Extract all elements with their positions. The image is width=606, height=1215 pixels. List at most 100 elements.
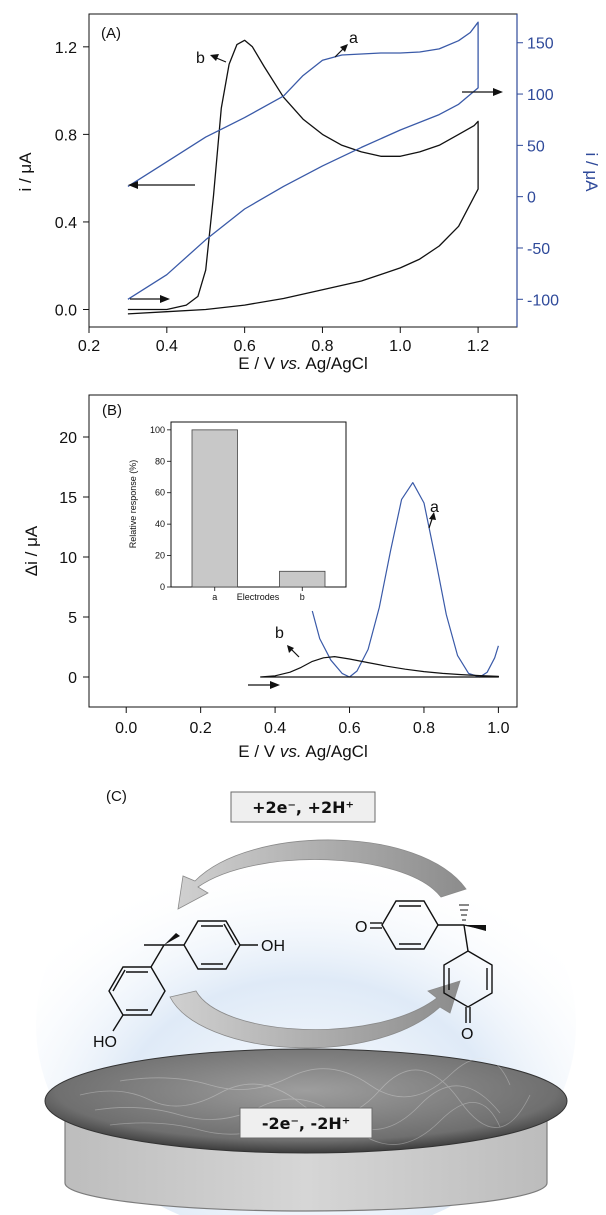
x-tick-label: 1.0: [389, 338, 411, 355]
inset-bar-a: [191, 429, 238, 588]
y-tick-label-right: 0: [527, 190, 536, 207]
curve-b-pointer-icon: [210, 54, 227, 63]
chart-b-y-ticks: 0 5 10 15 20: [59, 430, 89, 687]
inset-x-label: Electrodes: [237, 592, 280, 602]
y-tick-label: 15: [59, 490, 77, 507]
scan-direction-arrow-icon: [130, 295, 170, 303]
ho-bond: [112, 1014, 124, 1032]
y-tick-label: 0.8: [55, 127, 77, 144]
quinone-molecule: [370, 900, 493, 1023]
scheme-c-svg: (C) +2e⁻, +2H⁺ -2e⁻, -2H⁺: [36, 788, 576, 1215]
scan-direction-arrow-icon: [248, 681, 280, 689]
chart-b-series: [260, 482, 499, 678]
inset-x-tick-label: b: [300, 592, 305, 602]
chart-a-svg: 0.2 0.4 0.6 0.8 1.0 1.2 0.0 0.4 0.8 1.2 -100 -50 0…: [16, 13, 601, 373]
bond-lower-ring: [463, 924, 469, 952]
chart-b-direction-arrows: [248, 512, 436, 689]
y-tick-label: 1.2: [55, 40, 77, 57]
oxidation-arrow-icon: [169, 980, 461, 1049]
curve-a-pointer-icon: [334, 44, 348, 58]
reduction-arrow-icon: [177, 839, 467, 910]
y-tick-label-right: -100: [527, 292, 559, 309]
electrode: [44, 1048, 568, 1212]
y-tick-label: 0.4: [55, 215, 77, 232]
electrode-surface: [44, 1048, 568, 1154]
y-tick-label: 10: [59, 550, 77, 567]
x-tick-label: 1.2: [467, 338, 489, 355]
chart-a-x-ticks: 0.2 0.4 0.6 0.8 1.0 1.2: [78, 327, 489, 355]
chart-a-panel-tag: (A): [101, 25, 121, 42]
chart-b-y-label: Δi / μA: [22, 525, 41, 576]
bisphenol-a-molecule: [108, 920, 258, 1032]
x-tick-label: 0.2: [78, 338, 100, 355]
inset-y-tick-label: 40: [155, 519, 165, 529]
chart-b-x-label: E / V vs. Ag/AgCl: [238, 742, 367, 761]
lower-quinone-ring: [443, 950, 493, 1008]
chart-a-frame: [88, 13, 518, 328]
inset-bar-b: [279, 570, 326, 588]
chart-a-y-ticks-right: -100 -50 0 50 100 150: [517, 36, 559, 309]
x-tick-label: 0.8: [413, 720, 435, 737]
series-line-a: [127, 21, 479, 300]
bond-lower-ring: [150, 944, 165, 968]
x-tick-label: 0.0: [115, 720, 137, 737]
chart-a-direction-arrows: [128, 44, 503, 303]
chart-b-label-b: b: [275, 625, 284, 642]
reduction-label-box: +2e⁻, +2H⁺: [230, 791, 376, 823]
x-tick-label: 0.4: [264, 720, 286, 737]
y-tick-label-right: -50: [527, 241, 550, 258]
arrow-left-icon: [128, 181, 195, 189]
x-tick-label: 0.6: [234, 338, 256, 355]
chart-b-panel-tag: (B): [102, 402, 122, 419]
chart-a-label-b: b: [196, 50, 205, 67]
wedge-bond-icon: [164, 933, 180, 945]
inset-y-tick-label: 80: [155, 456, 165, 466]
curve-b-pointer-icon: [287, 645, 300, 658]
phenol-oh-bottom: HO: [93, 1034, 117, 1051]
x-tick-label: 0.6: [338, 720, 360, 737]
chart-a-y-label-right: i / μA: [582, 152, 601, 192]
quinone-o-top: O: [355, 919, 367, 936]
arrow-right-icon: [462, 88, 503, 96]
inset-bars: [191, 429, 326, 588]
hashed-bond-icon: [459, 904, 469, 921]
y-tick-label: 0.0: [55, 302, 77, 319]
y-tick-label: 0: [68, 670, 77, 687]
x-tick-label: 1.0: [487, 720, 509, 737]
y-tick-label: 20: [59, 430, 77, 447]
inset-y-label: Relative response (%): [128, 460, 138, 549]
scheme-c: (C) +2e⁻, +2H⁺ -2e⁻, -2H⁺: [0, 785, 606, 1215]
phenol-oh-top: OH: [261, 938, 285, 955]
inset-y-tick-label: 100: [150, 425, 165, 435]
series-line-b: [260, 656, 499, 678]
chart-b-svg: 0.0 0.2 0.4 0.6 0.8 1.0 0 5 10 15 20 (B) E / V vs…: [22, 394, 518, 761]
chart-a: 0.2 0.4 0.6 0.8 1.0 1.2 0.0 0.4 0.8 1.2 -100 -50 0…: [0, 0, 606, 385]
y-tick-label-right: 100: [527, 87, 554, 104]
chart-a-y-label: i / μA: [16, 152, 35, 192]
chart-a-y-ticks: 0.0 0.4 0.8 1.2: [55, 40, 89, 319]
x-tick-label: 0.8: [311, 338, 333, 355]
y-tick-label: 5: [68, 610, 77, 627]
inset-y-tick-label: 60: [155, 488, 165, 498]
wedge-bond-icon: [464, 925, 486, 931]
reduction-label: +2e⁻, +2H⁺: [252, 798, 354, 817]
inset-y-ticks: 0 20 40 60 80 100: [150, 425, 171, 592]
inset-y-tick-label: 0: [160, 582, 165, 592]
chart-b-plot-area: [88, 394, 518, 708]
quinone-o-bottom: O: [461, 1026, 473, 1043]
chart-b: 0.0 0.2 0.4 0.6 0.8 1.0 0 5 10 15 20 (B) E / V vs…: [0, 385, 606, 785]
chart-a-label-a: a: [349, 30, 358, 47]
chart-b-x-ticks: 0.0 0.2 0.4 0.6 0.8 1.0: [115, 707, 510, 737]
chart-a-x-label: E / V vs. Ag/AgCl: [238, 354, 367, 373]
chart-b-label-a: a: [430, 499, 439, 516]
scheme-panel-tag: (C): [106, 788, 127, 805]
y-tick-label-right: 150: [527, 36, 554, 53]
series-line-b: [127, 39, 479, 315]
oxidation-label-box: -2e⁻, -2H⁺: [239, 1107, 373, 1139]
y-tick-label-right: 50: [527, 138, 545, 155]
curve-a-pointer-icon: [428, 512, 436, 529]
x-tick-label: 0.4: [156, 338, 178, 355]
oxidation-label: -2e⁻, -2H⁺: [262, 1114, 350, 1133]
x-tick-label: 0.2: [190, 720, 212, 737]
